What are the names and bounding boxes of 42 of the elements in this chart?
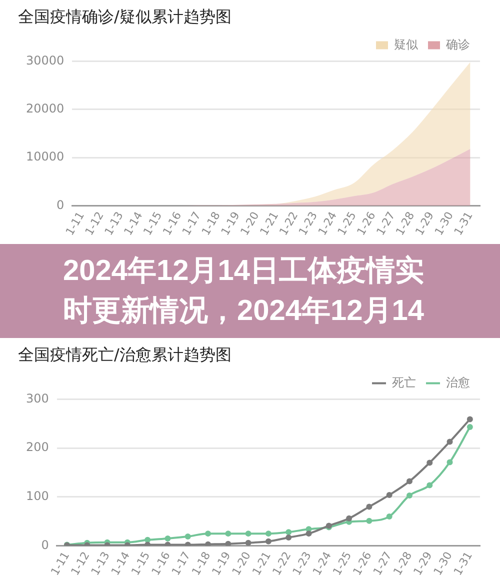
- point: [225, 540, 232, 546]
- point: [426, 482, 433, 488]
- y-tick-label: 300: [26, 391, 49, 406]
- chart-title: 全国疫情死亡/治愈累计趋势图: [18, 344, 232, 364]
- point: [205, 530, 212, 537]
- point: [346, 515, 352, 522]
- point: [446, 459, 453, 466]
- y-tick-label: 100: [26, 489, 49, 504]
- point: [366, 504, 372, 510]
- point: [406, 478, 412, 484]
- point: [245, 540, 252, 546]
- point: [265, 538, 272, 544]
- point: [205, 541, 212, 546]
- point: [306, 530, 312, 537]
- chart-title: 全国疫情确诊/疑似累计趋势图: [18, 6, 232, 26]
- text: 2024年12月14日工体疫情实时更新情况，2024年12月14: [63, 254, 426, 329]
- legend-label: 死亡: [392, 375, 416, 390]
- point: [466, 416, 473, 422]
- point: [245, 530, 252, 537]
- point: [466, 424, 473, 430]
- point: [366, 518, 372, 524]
- legend-label: 治愈: [446, 375, 470, 390]
- point: [144, 536, 151, 543]
- y-tick-label: 0: [56, 198, 64, 212]
- point: [386, 492, 392, 498]
- point: [265, 530, 272, 537]
- y-tick-label: 10000: [26, 150, 64, 164]
- point: [386, 513, 392, 520]
- point: [286, 529, 292, 536]
- y-tick-label: 0: [41, 538, 49, 552]
- legend-label: 疑似: [394, 37, 418, 52]
- legend-label: 确诊: [445, 37, 470, 52]
- point: [225, 530, 232, 537]
- y-tick-label: 20000: [26, 102, 64, 116]
- point: [426, 460, 433, 466]
- y-tick-label: 30000: [26, 53, 64, 68]
- point: [446, 438, 453, 445]
- point: [286, 534, 292, 540]
- point: [164, 535, 171, 542]
- y-tick-label: 200: [26, 440, 49, 454]
- point: [406, 492, 412, 498]
- point: [184, 533, 191, 540]
